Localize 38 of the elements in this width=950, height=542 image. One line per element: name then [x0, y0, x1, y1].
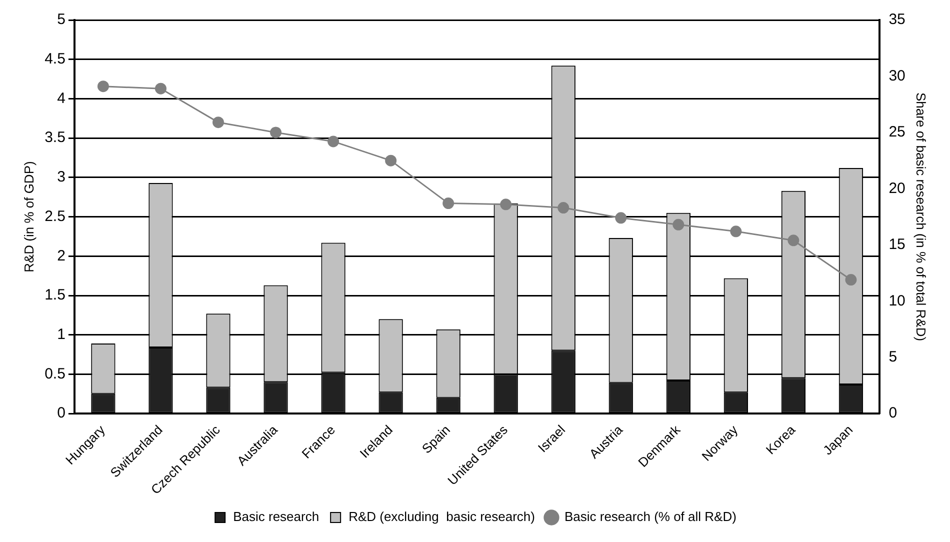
point: [328, 136, 340, 148]
point: [270, 126, 282, 138]
y-tick-label: 1: [57, 326, 66, 344]
point: [500, 198, 512, 210]
legend-label: R&D (excluding basic research): [348, 509, 535, 524]
y2-tick-label: 25: [888, 124, 906, 141]
point: [672, 218, 684, 230]
point: [615, 212, 627, 224]
y-tick-label: 2.5: [44, 208, 66, 225]
y2-tick-label: 0: [888, 404, 898, 422]
y2-tick-label: 20: [888, 180, 906, 197]
y-tick-label: 4: [57, 90, 66, 107]
legend-label: Basic research: [233, 509, 320, 524]
y-tick-label: 5: [57, 11, 66, 28]
y-tick-label: 2: [57, 247, 66, 264]
y-axis-title: R&D (in % of GDP): [21, 161, 36, 272]
y2-tick-label: 35: [888, 11, 906, 28]
y2-tick-label: 30: [888, 67, 906, 84]
y-tick-label: 0: [57, 404, 66, 422]
y-tick-label: 1.5: [44, 286, 66, 304]
point: [442, 198, 454, 210]
y-tick-label: 3.5: [44, 129, 66, 146]
point: [97, 80, 109, 92]
point: [558, 202, 570, 214]
y2-tick-label: 5: [888, 348, 898, 366]
point: [385, 154, 397, 166]
y-tick-label: 0.5: [44, 365, 66, 382]
y2-axis-title: Share of basic research (in % of total R&D): [914, 92, 929, 342]
legend-label: Basic research (% of all R&D): [564, 509, 736, 524]
point: [730, 226, 742, 238]
y-tick-label: 4.5: [44, 50, 66, 68]
y2-tick-label: 10: [888, 292, 906, 310]
point: [212, 116, 224, 128]
point: [154, 82, 166, 94]
y2-tick-label: 15: [888, 236, 906, 254]
point: [845, 274, 857, 286]
y-tick-label: 3: [57, 168, 66, 186]
point: [788, 234, 800, 246]
